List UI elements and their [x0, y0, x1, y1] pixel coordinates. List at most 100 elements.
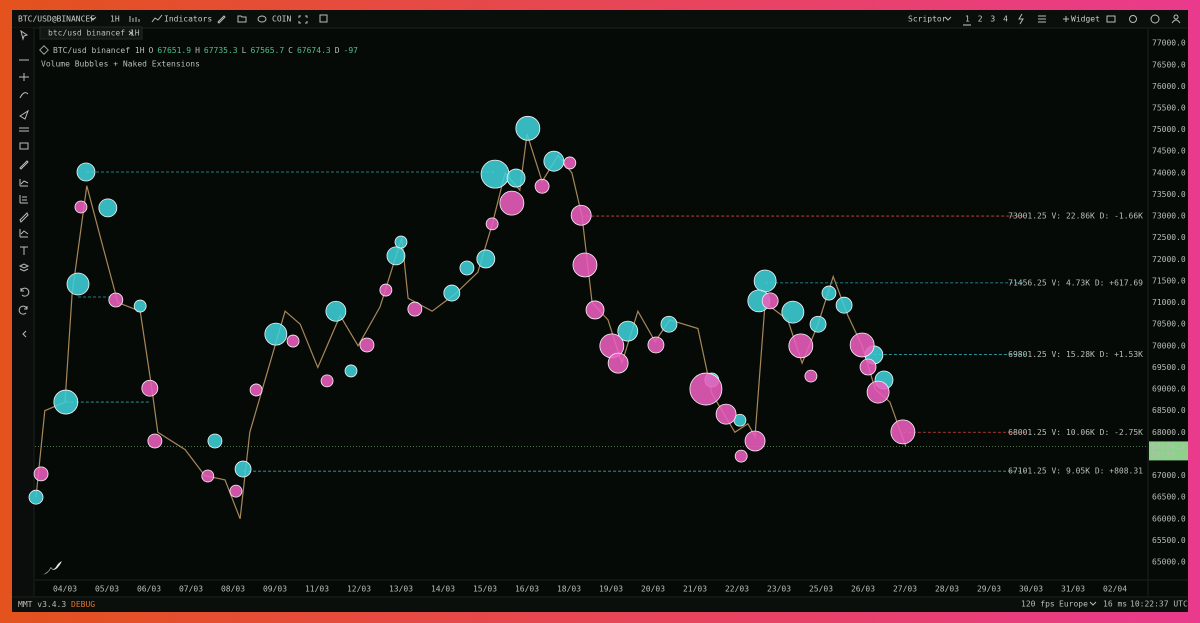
chevron[interactable] [944, 16, 952, 21]
volume-bubble [108, 292, 124, 308]
tab-close[interactable] [128, 30, 134, 36]
cross-tool[interactable] [19, 73, 29, 81]
globe-icon[interactable] [1150, 14, 1160, 24]
tab-title: btc/usd binancef 1H [48, 29, 140, 38]
status-bar [12, 597, 1188, 612]
folder-icon[interactable] [237, 15, 247, 23]
volume-bubble [28, 489, 44, 505]
legend-key: O [149, 46, 154, 55]
chart-tool[interactable] [19, 179, 29, 187]
chevron[interactable] [1089, 601, 1097, 606]
layout-button[interactable]: 3 [990, 15, 995, 24]
volume-bubble [534, 178, 550, 194]
version: MMT v3.4.3 DEBUG [18, 600, 95, 609]
coin-button[interactable]: COIN [272, 15, 291, 24]
undo-tool[interactable] [20, 287, 30, 297]
chevron[interactable] [89, 16, 97, 21]
last-price-tag [1149, 441, 1188, 461]
chart-tab[interactable] [39, 26, 143, 40]
text-tool[interactable] [20, 246, 28, 255]
volume-bubble [325, 300, 347, 322]
volume-bubble [617, 320, 639, 342]
cursor-tool[interactable] [20, 29, 29, 41]
volume-bubble [76, 162, 96, 182]
layout-button[interactable]: 1 [965, 15, 970, 24]
y-tick-label: 66000.0 [1152, 514, 1186, 523]
settings-icon[interactable] [1129, 15, 1137, 23]
plot: 65000.065500.066000.066500.067000.067500… [28, 39, 1188, 594]
scriptor-button[interactable]: Scriptor [908, 15, 947, 24]
region-select[interactable]: Europe [1059, 600, 1088, 609]
list-icon[interactable] [1038, 15, 1046, 23]
x-tick-label: 08/03 [221, 585, 245, 594]
volume-bubble [835, 296, 853, 314]
widget-button[interactable]: Widget [1071, 15, 1100, 24]
symbol-button[interactable]: BTC/USD@BINANCEF [18, 15, 95, 24]
volume-bubble [147, 433, 163, 449]
x-tick-label: 06/03 [137, 585, 161, 594]
volume-bubble [379, 283, 393, 297]
parallel-tool[interactable] [19, 127, 29, 132]
draw-icon[interactable] [217, 15, 226, 24]
y-tick-label: 65500.0 [1152, 536, 1186, 545]
x-tick-label: 07/03 [179, 585, 203, 594]
interval-button[interactable]: 1H [110, 15, 120, 24]
curve-tool[interactable] [19, 92, 29, 99]
layers-tool[interactable] [18, 263, 30, 272]
indicators-icon[interactable] [151, 14, 163, 23]
screenshot-icon[interactable] [319, 14, 328, 23]
x-tick-label: 11/03 [305, 585, 329, 594]
volume-bubble [234, 460, 252, 478]
x-tick-label: 16/03 [515, 585, 539, 594]
x-tick-label: 26/03 [851, 585, 875, 594]
volume-bubble [781, 300, 805, 324]
x-tick-label: 27/03 [893, 585, 917, 594]
x-tick-label: 21/03 [683, 585, 707, 594]
legend-key: H [195, 46, 200, 55]
x-tick-label: 22/03 [725, 585, 749, 594]
y-tick-label: 66500.0 [1152, 493, 1186, 502]
layout-button[interactable]: 2 [978, 15, 983, 24]
volume-bubble [734, 449, 748, 463]
rect-tool[interactable] [19, 142, 29, 150]
y-tick-label: 74000.0 [1152, 168, 1186, 177]
x-tick-label: 04/03 [53, 585, 77, 594]
collapse-tool[interactable] [22, 330, 27, 338]
build-mode: DEBUG [71, 600, 95, 609]
left-toolbar [12, 28, 34, 597]
y-tick-label: 68500.0 [1152, 406, 1186, 415]
layout-button[interactable]: 4 [1003, 15, 1008, 24]
volume-bubble [201, 469, 215, 483]
x-tick-label: 30/03 [1019, 585, 1043, 594]
arrow-tool[interactable] [19, 109, 29, 120]
fib-tool[interactable] [19, 195, 28, 204]
ruler-tool[interactable] [19, 212, 29, 223]
volume-bubble [809, 315, 827, 333]
volume-bubble [761, 292, 779, 310]
y-tick-label: 71000.0 [1152, 298, 1186, 307]
chart-type-icon[interactable] [129, 16, 140, 22]
volume-bubble [286, 334, 300, 348]
bolt-icon[interactable] [1018, 13, 1024, 25]
plus-icon[interactable] [1063, 16, 1069, 22]
legend-key: L [242, 46, 247, 55]
fullscreen-icon[interactable] [298, 15, 308, 24]
x-tick-label: 02/04 [1103, 585, 1127, 594]
volume-bubble [74, 200, 88, 214]
indicators-button[interactable]: Indicators [164, 15, 212, 24]
coin-icon[interactable] [257, 15, 267, 23]
user-icon[interactable] [1171, 14, 1181, 24]
y-tick-label: 76000.0 [1152, 82, 1186, 91]
brush-tool[interactable] [19, 160, 29, 170]
volume-bubble [506, 168, 526, 188]
y-tick-label: 68000.0 [1152, 428, 1186, 437]
forecast-tool[interactable] [19, 229, 29, 238]
volume-bubble [53, 389, 79, 415]
volume-bubble [459, 260, 475, 276]
redo-tool[interactable] [18, 305, 28, 315]
y-tick-label: 69000.0 [1152, 385, 1186, 394]
camera-icon[interactable] [1106, 15, 1116, 23]
x-tick-label: 28/03 [935, 585, 959, 594]
